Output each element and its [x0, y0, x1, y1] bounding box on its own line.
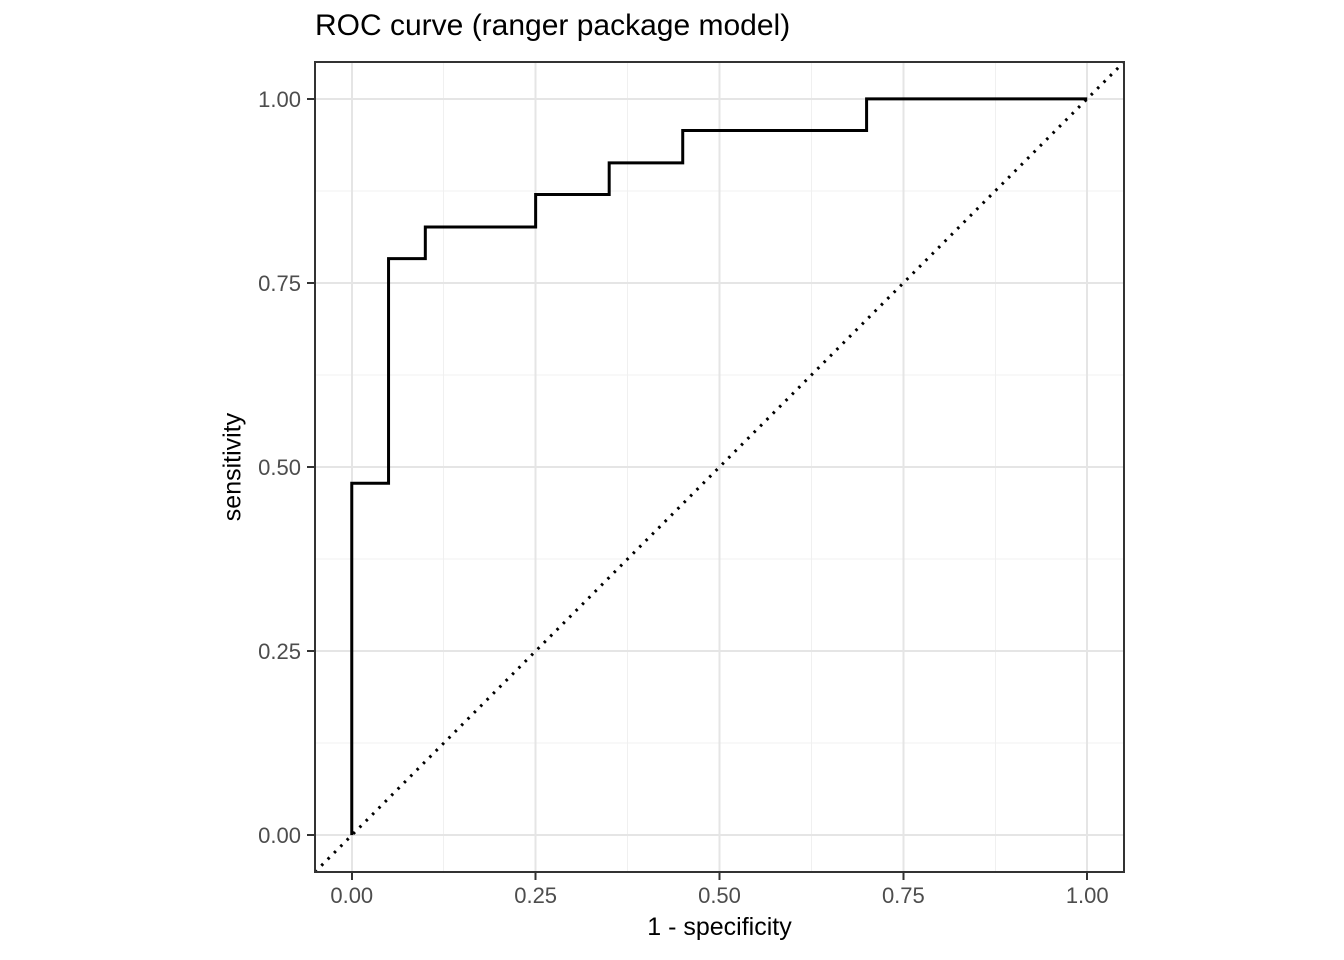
x-axis-tick-label: 0.75: [882, 883, 925, 908]
y-axis-tick-label: 0.25: [258, 639, 301, 664]
y-axis-tick-label: 0.50: [258, 455, 301, 480]
y-axis-tick-label: 0.00: [258, 823, 301, 848]
chance-diagonal-line: [313, 60, 1126, 874]
x-axis-tick-label: 1.00: [1066, 883, 1109, 908]
x-axis-title: 1 - specificity: [647, 913, 792, 941]
x-axis-tick-label: 0.25: [514, 883, 557, 908]
y-axis-tick-label: 1.00: [258, 87, 301, 112]
x-axis-tick-label: 0.00: [330, 883, 373, 908]
x-axis-tick-label: 0.50: [698, 883, 741, 908]
chart-title: ROC curve (ranger package model): [315, 9, 791, 42]
y-axis-tick-label: 0.75: [258, 271, 301, 296]
roc-curve-line: [350, 97, 1088, 836]
